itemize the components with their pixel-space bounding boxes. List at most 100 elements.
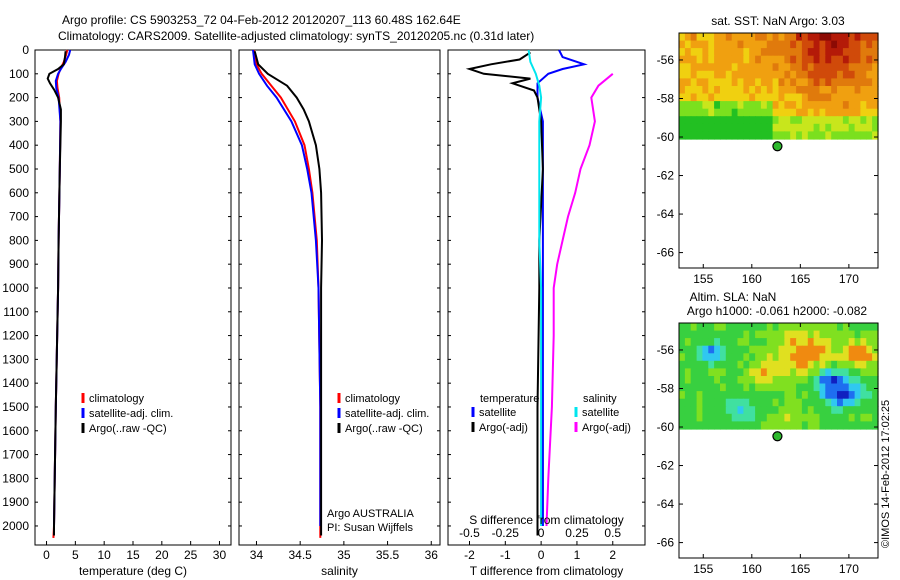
map-cell xyxy=(813,406,821,415)
map-cell xyxy=(778,406,785,415)
map-cell xyxy=(749,48,756,57)
map-cell xyxy=(731,338,739,347)
map-cell xyxy=(790,330,797,339)
map-cell xyxy=(755,421,762,430)
map-cell xyxy=(714,123,721,132)
x-tick-label: 35 xyxy=(337,548,351,562)
map-cell xyxy=(772,55,780,64)
map-cell xyxy=(760,48,768,57)
map-cell xyxy=(866,108,873,117)
map-cell xyxy=(725,398,733,407)
map-cell xyxy=(731,323,739,332)
map-cell xyxy=(837,93,844,102)
map-cell xyxy=(854,86,862,95)
map-cell xyxy=(702,48,709,57)
map-cell xyxy=(796,86,803,95)
map-cell xyxy=(813,108,821,117)
map-y-tick-label: -58 xyxy=(657,381,675,395)
map-cell xyxy=(737,398,744,407)
map-cell xyxy=(696,48,704,57)
map-cell xyxy=(714,330,721,339)
map-cell xyxy=(690,391,698,400)
map-cell xyxy=(679,368,686,377)
map-cell xyxy=(784,376,791,385)
map-cell xyxy=(684,108,692,117)
map-cell xyxy=(796,406,803,415)
map-cell xyxy=(725,48,733,57)
map-cell xyxy=(813,33,821,42)
map-cell xyxy=(737,33,744,42)
map-cell xyxy=(749,345,756,354)
map-cell xyxy=(866,93,873,102)
map-cell xyxy=(848,398,856,407)
map-cell xyxy=(684,421,692,430)
top-tick-label: 0 xyxy=(538,526,545,540)
y-tick-label: 1200 xyxy=(2,329,29,343)
map-cell xyxy=(696,353,704,362)
map-cell xyxy=(831,323,838,332)
map-cell xyxy=(702,360,709,369)
map-cell xyxy=(743,48,750,57)
map-cell xyxy=(749,55,756,64)
map-cell xyxy=(708,360,715,369)
map-cell xyxy=(708,48,715,57)
series-line-sal-1 xyxy=(252,49,322,526)
map-cell xyxy=(866,353,873,362)
map-cell xyxy=(790,101,797,110)
map-cell xyxy=(842,108,850,117)
map-cell xyxy=(743,413,750,422)
map-cell xyxy=(854,70,862,79)
map-cell xyxy=(731,123,739,132)
argo-position-marker xyxy=(772,141,783,152)
map-cell xyxy=(755,323,762,332)
map-cell xyxy=(831,338,838,347)
map-cell xyxy=(743,398,750,407)
map-cell xyxy=(737,131,744,140)
x-tick-label: 30 xyxy=(213,548,227,562)
map-cell xyxy=(784,323,791,332)
map-cell xyxy=(737,376,744,385)
map-cell xyxy=(720,398,727,407)
map-cell xyxy=(866,116,873,125)
x-tick-label: -1 xyxy=(500,548,511,562)
map-cell xyxy=(725,376,733,385)
panel-frame xyxy=(447,49,646,546)
map-cell xyxy=(778,330,785,339)
map-cell xyxy=(755,48,762,57)
map-frame xyxy=(678,322,879,559)
map-cell xyxy=(690,406,698,415)
map-cell xyxy=(872,383,879,392)
map-cell xyxy=(760,323,768,332)
map-cell xyxy=(825,383,832,392)
map-cell xyxy=(819,55,826,64)
map-cell xyxy=(737,421,744,430)
map-cell xyxy=(790,345,797,354)
map-cell xyxy=(702,323,709,332)
map-cell xyxy=(760,406,768,415)
map-cell xyxy=(807,70,815,79)
map-cell xyxy=(807,360,815,369)
map-cell xyxy=(801,55,809,64)
map-cell xyxy=(743,345,750,354)
map-cell xyxy=(872,398,879,407)
map-cell xyxy=(760,101,768,110)
map-cell xyxy=(778,131,785,140)
map-cell xyxy=(760,55,768,64)
map-cell xyxy=(854,330,862,339)
map-cell xyxy=(807,391,815,400)
map-cell xyxy=(819,323,826,332)
map-cell xyxy=(690,93,698,102)
map-cell xyxy=(778,101,785,110)
map-cell xyxy=(831,63,838,72)
map-cell xyxy=(860,63,867,72)
y-tick-label: 2000 xyxy=(2,519,29,533)
map-cell xyxy=(737,383,744,392)
map-cell xyxy=(749,40,756,49)
map-cell xyxy=(743,70,750,79)
map-cell xyxy=(731,421,739,430)
map-cell xyxy=(819,78,826,87)
map-cell xyxy=(725,330,733,339)
map-cell xyxy=(860,413,867,422)
map-cell xyxy=(807,345,815,354)
y-tick-label: 1000 xyxy=(2,281,29,295)
